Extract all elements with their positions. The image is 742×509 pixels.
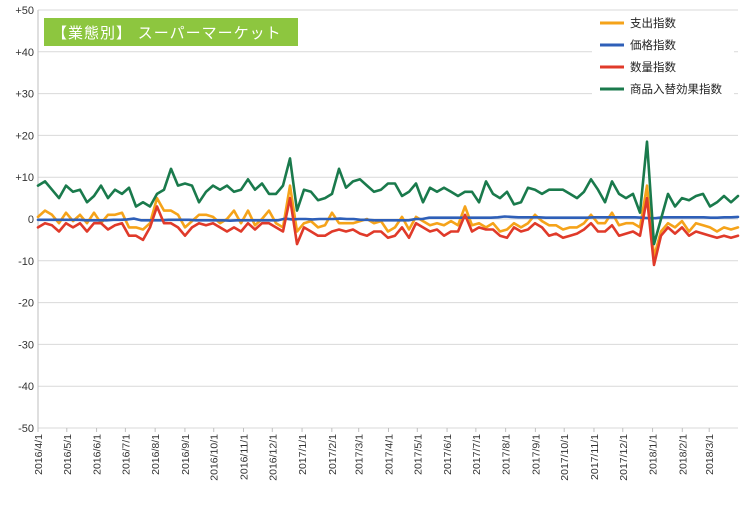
chart-title: 【業態別】 スーパーマーケット [44,18,298,46]
legend-label: 商品入替効果指数 [630,82,722,96]
legend-label: 価格指数 [630,38,676,52]
x-tick-label: 2017/4/1 [383,434,395,475]
x-axis-ticks: 2016/4/1 2016/5/1 2016/6/1 2016/7/1 2016/8/1… [33,428,716,481]
x-tick-label: 2016/4/1 [33,434,45,475]
y-tick-label: +50 [15,5,34,17]
x-tick-label: 2016/6/1 [92,434,104,475]
y-tick-label: -40 [18,381,34,393]
x-tick-label: 2016/10/1 [209,434,221,481]
y-tick-label: +30 [15,89,34,101]
x-tick-label: 2018/3/1 [704,434,716,475]
x-tick-label: 2017/7/1 [471,434,483,475]
x-tick-label: 2017/5/1 [412,434,424,475]
series-lines [36,140,740,267]
y-tick-label: -30 [18,339,34,351]
y-axis-ticks: +50 +40 +30 +20 +10 0 -10 -20 -30 -40 -50 [15,5,34,435]
x-tick-label: 2017/12/1 [618,434,630,481]
y-tick-label: -20 [18,298,34,310]
x-tick-label: 2018/1/1 [648,434,660,475]
x-tick-label: 2017/2/1 [327,434,339,475]
y-tick-label: -50 [18,423,34,435]
series-line [36,140,740,246]
y-tick-label: +40 [15,47,34,59]
series-line [36,196,740,267]
chart-title-text: 【業態別】 スーパーマーケット [52,23,282,42]
x-tick-label: 2017/1/1 [297,434,309,475]
series-line [36,215,740,222]
x-tick-label: 2017/9/1 [530,434,542,475]
x-tick-label: 2017/11/1 [589,434,601,480]
x-tick-label: 2017/6/1 [442,434,454,475]
legend-label: 支出指数 [630,16,676,30]
x-tick-label: 2016/5/1 [62,434,74,475]
y-tick-label: -10 [18,256,34,268]
x-tick-label: 2016/7/1 [120,434,132,475]
x-tick-label: 2017/8/1 [501,434,513,475]
x-tick-label: 2018/2/1 [677,434,689,475]
x-tick-label: 2016/11/1 [238,434,250,480]
y-tick-label: +20 [15,130,34,142]
legend-label: 数量指数 [630,60,676,74]
x-tick-label: 2016/12/1 [267,434,279,481]
series-line [36,184,740,258]
x-tick-label: 2017/10/1 [559,434,571,481]
y-tick-label: +10 [15,172,34,184]
x-tick-label: 2016/9/1 [180,434,192,475]
y-tick-label: 0 [28,214,34,226]
x-tick-label: 2017/3/1 [354,434,366,475]
x-tick-label: 2016/8/1 [150,434,162,475]
